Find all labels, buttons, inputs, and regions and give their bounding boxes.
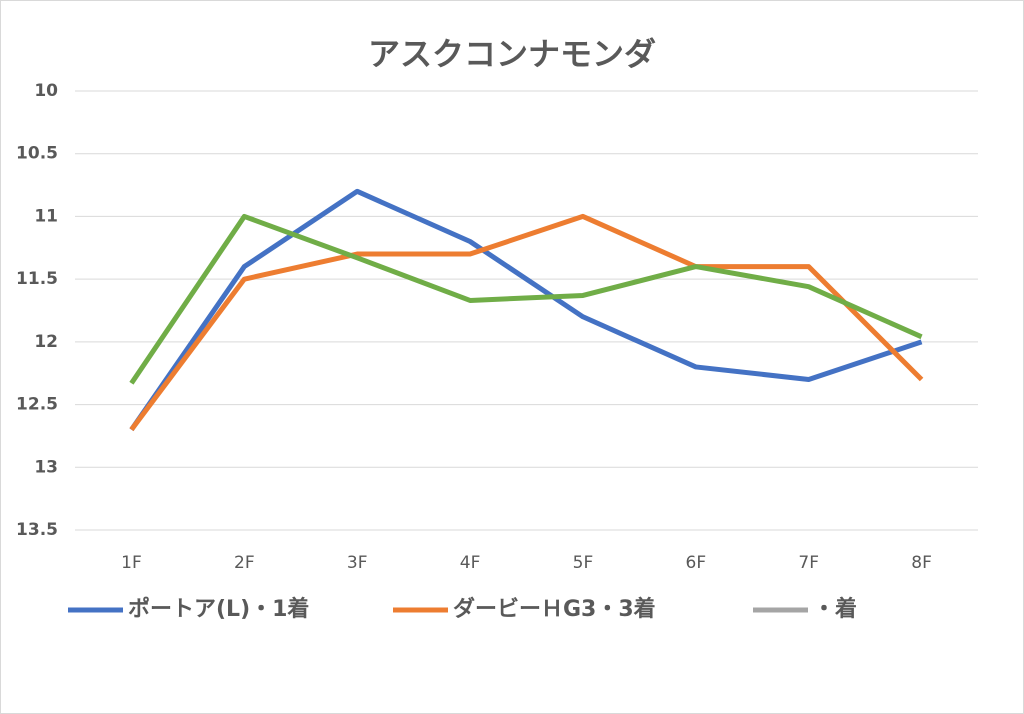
- y-tick-label: 10.5: [16, 144, 58, 164]
- x-tick-label: 7F: [798, 553, 819, 573]
- y-tick-label: 13.5: [16, 520, 58, 540]
- legend-label: ・着: [813, 596, 857, 622]
- y-tick-label: 13: [34, 457, 58, 477]
- y-tick-label: 12.5: [16, 395, 58, 415]
- series-line: [129, 213, 923, 385]
- x-tick-label: 3F: [347, 553, 368, 573]
- x-tick-label: 5F: [573, 553, 594, 573]
- y-tick-label: 12: [34, 332, 58, 352]
- x-tick-label: 2F: [234, 553, 255, 573]
- chart-title: アスクコンナモンダ: [368, 35, 656, 73]
- x-tick-label: 4F: [460, 553, 481, 573]
- legend-label: ポートア(L)・1着: [128, 596, 309, 622]
- x-tick-label: 1F: [121, 553, 142, 573]
- y-tick-label: 10: [34, 81, 58, 101]
- series-line: [129, 188, 923, 432]
- x-tick-label: 8F: [911, 553, 932, 573]
- x-tick-label: 6F: [686, 553, 707, 573]
- y-tick-label: 11: [34, 206, 58, 226]
- y-tick-label: 11.5: [16, 269, 58, 289]
- series-line: [129, 213, 924, 432]
- legend-label: ダービーＨG3・3着: [453, 596, 656, 622]
